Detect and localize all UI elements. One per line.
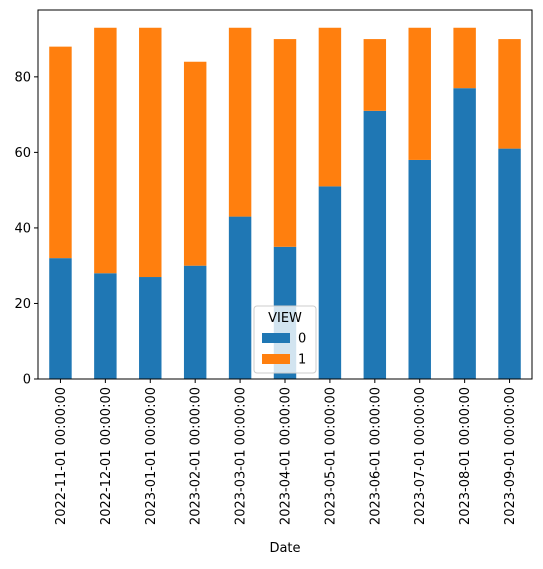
x-tick-label: 2023-09-01 00:00:00 (503, 387, 518, 525)
legend-label: 0 (298, 332, 306, 347)
bar-segment (183, 265, 207, 379)
x-tick-label: 2023-07-01 00:00:00 (413, 387, 428, 525)
y-tick-label: 60 (14, 146, 31, 161)
y-tick-label: 0 (23, 373, 31, 388)
x-tick-label: 2022-11-01 00:00:00 (54, 387, 69, 525)
bar-segment (498, 39, 521, 149)
x-tick-label: 2023-04-01 00:00:00 (279, 387, 294, 525)
bar-segment (498, 148, 521, 379)
bar-segment (228, 216, 252, 379)
bar-segment (94, 27, 117, 274)
x-axis-label: Date (269, 541, 300, 556)
bar-segment (318, 186, 342, 379)
bar-segment (318, 27, 342, 187)
bar-segment (139, 277, 162, 379)
bar-segment (363, 39, 387, 111)
bar-segment (453, 27, 476, 89)
legend-label: 1 (298, 353, 306, 368)
y-tick-label: 20 (14, 297, 31, 312)
plot-frame (37, 9, 533, 380)
y-tick-label: 80 (14, 70, 31, 85)
bar-segment (49, 46, 72, 259)
bar-segment (408, 159, 431, 379)
bar-segment (363, 110, 387, 379)
bar-segment (139, 27, 162, 278)
bar-segment (453, 88, 476, 380)
x-tick-label: 2023-06-01 00:00:00 (368, 387, 383, 525)
legend-swatch (262, 333, 290, 343)
legend: VIEW 0 1 (253, 305, 317, 374)
y-tick-label: 40 (14, 221, 31, 236)
x-tick-label: 2023-03-01 00:00:00 (234, 387, 249, 525)
x-tick-label: 2023-05-01 00:00:00 (323, 387, 338, 525)
legend-title: VIEW (268, 311, 302, 326)
bar-segment (183, 61, 207, 266)
x-tick-label: 2022-12-01 00:00:00 (99, 387, 114, 525)
bar-segment (49, 258, 72, 379)
x-tick-label: 2023-01-01 00:00:00 (144, 387, 159, 525)
bar-segment (94, 273, 117, 379)
x-tick-label: 2023-02-01 00:00:00 (189, 387, 204, 525)
x-tick-label: 2023-08-01 00:00:00 (458, 387, 473, 525)
legend-swatch (262, 354, 290, 364)
bar-segment (408, 27, 431, 160)
bar-segment (228, 27, 252, 217)
bar-segment (273, 39, 297, 247)
